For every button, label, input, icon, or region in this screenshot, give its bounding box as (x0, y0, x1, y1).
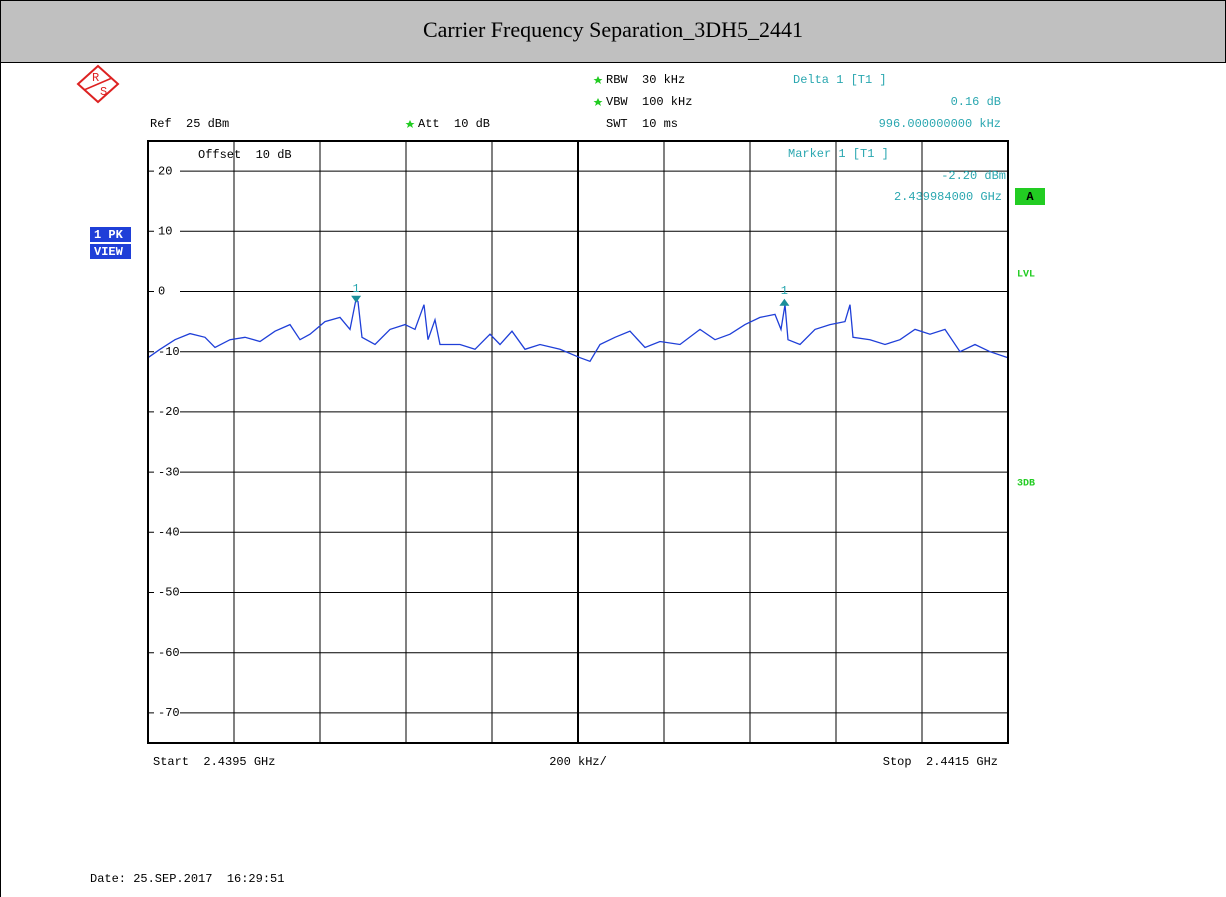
plot-frame (147, 140, 1009, 744)
y-tick-label: -10 (158, 345, 180, 359)
trace-mode-box (90, 227, 131, 242)
trace (147, 297, 1009, 363)
date: Date: 25.SEP.2017 16:29:51 (90, 872, 284, 886)
y-tick-label: -70 (158, 706, 180, 720)
delta-title: Delta 1 [T1 ] (793, 73, 887, 87)
rbw: RBW 30 kHz (606, 73, 685, 87)
star (405, 120, 415, 128)
trace-mode: 1 PK (94, 228, 124, 242)
tick-label-bg (154, 706, 180, 719)
trace-label: A (1026, 190, 1034, 204)
trace-view: VIEW (94, 245, 124, 259)
y-tick-label: 10 (158, 224, 172, 238)
y-tick-label: -60 (158, 646, 180, 660)
ref-level: Ref 25 dBm (150, 117, 229, 131)
start-frequency: Start 2.4395 GHz (153, 755, 275, 769)
tick-label-bg (154, 165, 180, 178)
span-per-division: 200 kHz/ (549, 755, 607, 769)
marker-label: 1 (781, 284, 788, 298)
attenuation: Att 10 dB (418, 117, 490, 131)
tick-label-bg (154, 586, 180, 599)
sweep-time: SWT 10 ms (606, 117, 678, 131)
stop-frequency: Stop 2.4415 GHz (883, 755, 998, 769)
tick-label-bg (154, 466, 180, 479)
y-tick-label: -40 (158, 525, 180, 539)
trace-label-box (1015, 188, 1045, 205)
marker-value: -2.20 dBm (941, 169, 1006, 183)
marker-title: Marker 1 [T1 ] (788, 147, 889, 161)
marker (779, 298, 790, 306)
star (593, 76, 603, 84)
y-tick-label: 0 (158, 285, 165, 299)
svg-text:S: S (100, 85, 107, 99)
y-tick-label: -20 (158, 405, 180, 419)
marker-label: 1 (353, 282, 360, 296)
lvl-indicator: LVL (1017, 270, 1035, 281)
offset: Offset 10 dB (198, 148, 292, 162)
marker (351, 295, 362, 303)
trace-view-box (90, 244, 131, 259)
vbw: VBW 100 kHz (606, 95, 692, 109)
svg-text:R: R (92, 71, 99, 85)
logo: R S (76, 64, 120, 104)
star (593, 98, 603, 106)
y-tick-label: -30 (158, 465, 180, 479)
marker-frequency: 2.439984000 GHz (894, 190, 1002, 204)
tick-label-bg (154, 526, 180, 539)
tick-label-bg (154, 225, 180, 238)
delta-value: 0.16 dB (951, 95, 1001, 109)
delta-frequency: 996.000000000 kHz (879, 117, 1001, 131)
tick-label-bg (154, 646, 180, 659)
y-tick-label: 20 (158, 164, 172, 178)
tick-label-bg (154, 285, 180, 298)
tick-label-bg (154, 405, 180, 418)
title: Carrier Frequency Separation_3DH5_2441 (423, 17, 803, 42)
3db-indicator: 3DB (1017, 479, 1035, 490)
title-bar (0, 0, 1226, 63)
y-tick-label: -50 (158, 586, 180, 600)
